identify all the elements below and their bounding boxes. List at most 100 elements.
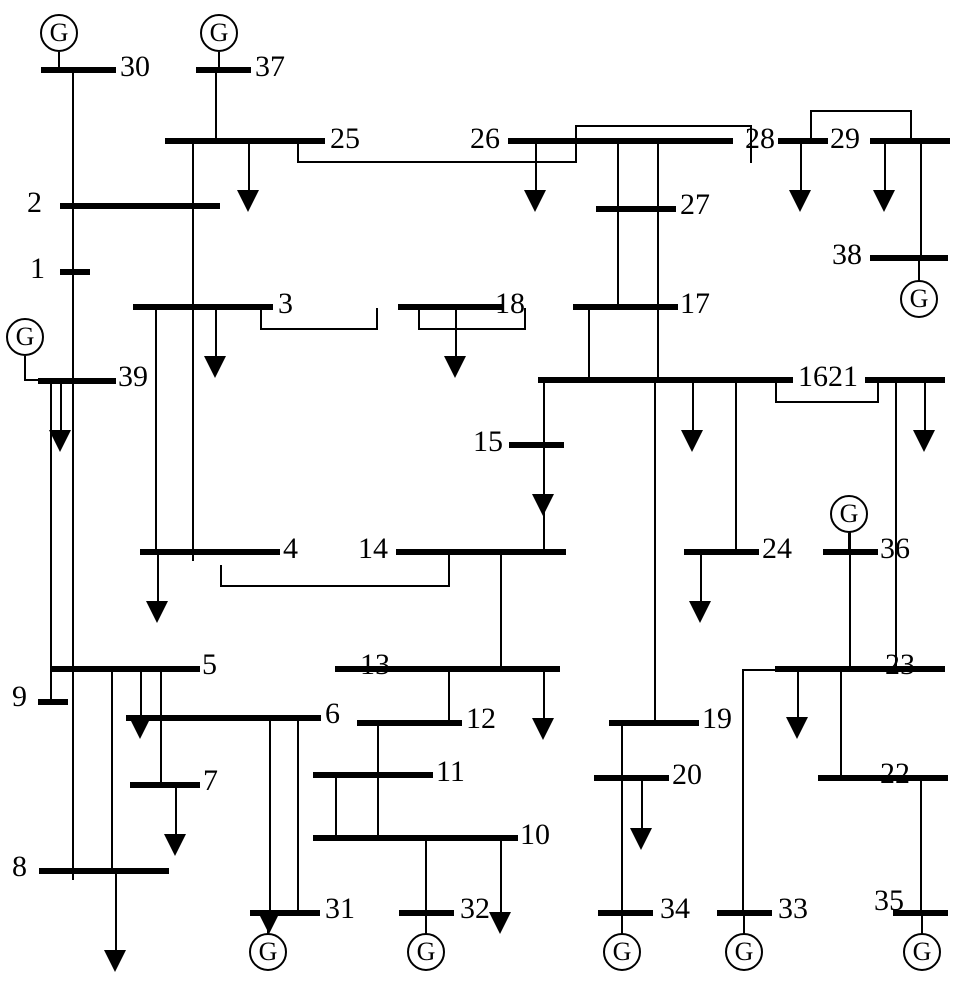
bus-label-33: 33: [778, 892, 808, 926]
transmission-line-4: [297, 141, 299, 163]
transmission-line-54: [175, 785, 177, 835]
bus-5: [50, 666, 200, 672]
transmission-line-70: [840, 669, 842, 778]
transmission-line-46: [500, 553, 502, 668]
bus-label-5: 5: [202, 648, 217, 682]
load-arrow-2: [789, 190, 811, 212]
bus-16: [538, 377, 793, 383]
load-arrow-11: [689, 601, 711, 623]
transmission-line-61: [500, 838, 502, 913]
generator-icon-38: G: [900, 280, 938, 318]
bus-37: [196, 67, 251, 73]
bus-9: [38, 699, 68, 705]
transmission-line-48: [700, 552, 702, 602]
bus-label-20: 20: [672, 758, 702, 792]
generator-conn-34: [621, 914, 623, 935]
transmission-line-21: [215, 307, 217, 357]
transmission-line-41: [543, 445, 545, 495]
transmission-line-31: [60, 381, 62, 431]
generator-icon-37: G: [200, 14, 238, 52]
load-arrow-8: [913, 430, 935, 452]
transmission-line-29: [455, 307, 457, 357]
transmission-line-51: [160, 668, 162, 784]
bus-label-32: 32: [460, 892, 490, 926]
load-arrow-17: [489, 912, 511, 934]
transmission-line-64: [621, 778, 623, 913]
bus-38: [870, 255, 948, 261]
bus-label-9: 9: [12, 680, 27, 714]
bus-label-10: 10: [520, 818, 550, 852]
bus-24: [684, 549, 759, 555]
transmission-line-37: [775, 401, 877, 403]
bus-10: [313, 835, 518, 841]
transmission-line-40: [895, 381, 897, 669]
bus-39: [38, 378, 116, 384]
generator-conn-31: [267, 914, 269, 935]
transmission-line-27: [418, 308, 420, 330]
bus-label-27: 27: [680, 188, 710, 222]
bus-label-38: 38: [832, 238, 862, 272]
load-arrow-19: [104, 950, 126, 972]
bus-label-19: 19: [702, 702, 732, 736]
transmission-line-7: [575, 125, 750, 127]
transmission-line-50: [140, 668, 142, 718]
generator-label: G: [50, 18, 69, 48]
bus-2: [60, 203, 220, 209]
bus-4: [140, 549, 280, 555]
bus-12: [357, 720, 462, 726]
transmission-line-59: [335, 774, 337, 838]
bus-label-29: 29: [830, 122, 860, 156]
bus-27: [596, 206, 676, 212]
generator-conn-38: [918, 260, 920, 282]
bus-26: [508, 138, 733, 144]
bus-label-11: 11: [436, 755, 465, 789]
transmission-line-53: [269, 718, 271, 913]
generator-conn-39: [24, 356, 26, 381]
transmission-line-22: [260, 307, 262, 330]
bus-label-4: 4: [283, 532, 298, 566]
load-arrow-15: [630, 828, 652, 850]
generator-label: G: [735, 937, 754, 967]
bus-label-17: 17: [680, 287, 710, 321]
load-arrow-5: [444, 356, 466, 378]
transmission-line-63: [621, 722, 623, 778]
transmission-line-38: [877, 381, 879, 403]
bus-label-37: 37: [255, 50, 285, 84]
generator-conn-35: [921, 914, 923, 935]
bus-label-12: 12: [466, 702, 496, 736]
generator-label: G: [840, 499, 859, 529]
generator-label: G: [613, 937, 632, 967]
bus-label-28: 28: [745, 122, 775, 156]
transmission-line-17: [920, 141, 922, 258]
transmission-line-60: [425, 838, 427, 913]
load-arrow-12: [129, 717, 151, 739]
transmission-line-52: [297, 718, 299, 913]
transmission-line-24: [376, 308, 378, 330]
transmission-line-20: [155, 307, 157, 552]
transmission-line-57: [448, 668, 450, 723]
transmission-line-56: [115, 871, 117, 951]
generator-icon-34: G: [603, 933, 641, 971]
transmission-line-23: [260, 328, 378, 330]
bus-15: [509, 442, 564, 448]
bus-3: [133, 304, 273, 310]
transmission-line-55: [111, 668, 113, 870]
transmission-line-18: [617, 209, 619, 306]
bus-14: [396, 549, 566, 555]
bus-label-6: 6: [325, 697, 340, 731]
generator-conn-32: [425, 914, 427, 935]
bus-label-35: 35: [874, 884, 904, 918]
bus-label-13: 13: [360, 648, 390, 682]
transmission-line-19: [192, 206, 194, 561]
bus-label-31: 31: [325, 892, 355, 926]
load-arrow-0: [237, 190, 259, 212]
generator-icon-39: G: [6, 318, 44, 356]
load-arrow-10: [146, 601, 168, 623]
bus-label-34: 34: [660, 892, 690, 926]
bus-18: [398, 304, 503, 310]
transmission-line-45: [448, 553, 450, 587]
generator-conn-36: [848, 533, 850, 552]
bus-23: [775, 666, 945, 672]
bus-label-23: 23: [885, 648, 915, 682]
generator-label: G: [913, 937, 932, 967]
